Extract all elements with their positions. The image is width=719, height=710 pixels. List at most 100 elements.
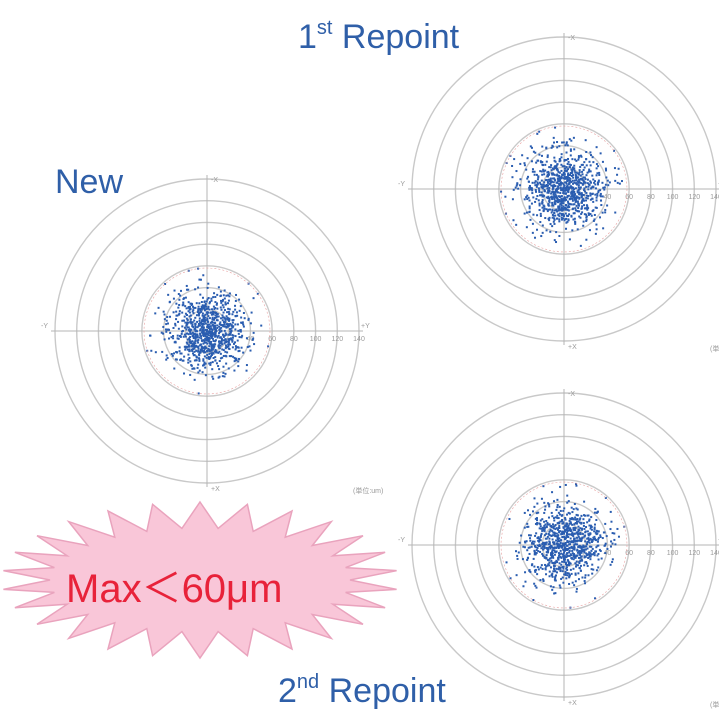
title-number: 1 [298, 18, 317, 56]
scatter-point [229, 337, 232, 340]
scatter-point [224, 321, 227, 324]
scatter-point [182, 298, 185, 301]
scatter-point [204, 305, 207, 308]
scatter-point [513, 158, 516, 161]
scatter-point [576, 209, 579, 212]
scatter-point [222, 334, 225, 337]
scatter-point [566, 540, 569, 543]
scatter-point [591, 563, 594, 566]
scatter-point [215, 316, 218, 319]
scatter-point [587, 553, 590, 556]
scatter-point [249, 349, 252, 352]
scatter-point [599, 534, 602, 537]
scatter-point [207, 307, 210, 310]
scatter-point [194, 337, 197, 340]
scatter-point [530, 202, 533, 205]
scatter-point [569, 529, 572, 532]
scatter-point [533, 545, 536, 548]
scatter-point [569, 562, 572, 565]
scatter-point [219, 323, 222, 326]
scatter-point [200, 347, 203, 350]
scatter-point [192, 306, 195, 309]
scatter-point [531, 192, 534, 195]
scatter-point [188, 311, 191, 314]
scatter-point [571, 533, 574, 536]
scatter-point [573, 203, 576, 206]
scatter-point [599, 194, 602, 197]
scatter-point [548, 505, 551, 508]
scatter-point [177, 306, 180, 309]
scatter-point [586, 537, 589, 540]
scatter-point [226, 311, 229, 314]
scatter-point [187, 345, 190, 348]
scatter-point [206, 311, 209, 314]
scatter-point [170, 336, 173, 339]
scatter-point [586, 553, 589, 556]
scatter-point [575, 563, 578, 566]
scatter-point [564, 570, 567, 573]
scatter-point [565, 556, 568, 559]
scatter-point [535, 517, 538, 520]
scatter-point [217, 344, 220, 347]
scatter-point [561, 570, 564, 573]
scatter-point [226, 318, 229, 321]
scatter-point [534, 534, 537, 537]
scatter-point [228, 333, 231, 336]
scatter-point [201, 331, 204, 334]
scatter-point [578, 562, 581, 565]
scatter-point [560, 218, 563, 221]
scatter-point [223, 339, 226, 342]
scatter-point [588, 518, 591, 521]
scatter-point [575, 204, 578, 207]
scatter-point [538, 153, 541, 156]
scatter-point [564, 187, 567, 190]
scatter-point [542, 578, 545, 581]
scatter-point [232, 325, 235, 328]
scatter-point [585, 199, 588, 202]
scatter-point [581, 199, 584, 202]
scatter-point [540, 183, 543, 186]
scatter-point [553, 549, 556, 552]
scatter-point [224, 303, 227, 306]
scatter-point [193, 378, 196, 381]
scatter-point [567, 563, 570, 566]
scatter-point [548, 543, 551, 546]
scatter-point [194, 324, 197, 327]
scatter-point [177, 327, 180, 330]
scatter-point [242, 351, 245, 354]
scatter-point [557, 214, 560, 217]
scatter-point [201, 349, 204, 352]
scatter-point [561, 141, 564, 144]
scatter-point [212, 310, 215, 313]
scatter-point [573, 217, 576, 220]
scatter-point [566, 535, 569, 538]
scatter-point [566, 552, 569, 555]
scatter-point [575, 482, 578, 485]
scatter-point [532, 213, 535, 216]
scatter-point [599, 550, 602, 553]
scatter-point [222, 365, 225, 368]
scatter-point [201, 306, 204, 309]
scatter-point [556, 210, 559, 213]
scatter-point [219, 340, 222, 343]
scatter-point [214, 295, 217, 298]
scatter-point [603, 544, 606, 547]
scatter-point [219, 344, 222, 347]
scatter-point [554, 592, 557, 595]
scatter-point [162, 325, 165, 328]
scatter-point [230, 355, 233, 358]
scatter-point [544, 169, 547, 172]
scatter-point [185, 328, 188, 331]
scatter-point [595, 174, 598, 177]
scatter-point [252, 337, 255, 340]
scatter-point [572, 554, 575, 557]
scatter-point [588, 524, 591, 527]
scatter-point [197, 305, 200, 308]
scatter-point [234, 328, 237, 331]
scatter-point [576, 172, 579, 175]
scatter-point [530, 160, 533, 163]
scatter-point [228, 319, 231, 322]
scatter-point [556, 163, 559, 166]
tick-label: 60 [268, 336, 276, 343]
tick-label: 140 [710, 194, 719, 201]
